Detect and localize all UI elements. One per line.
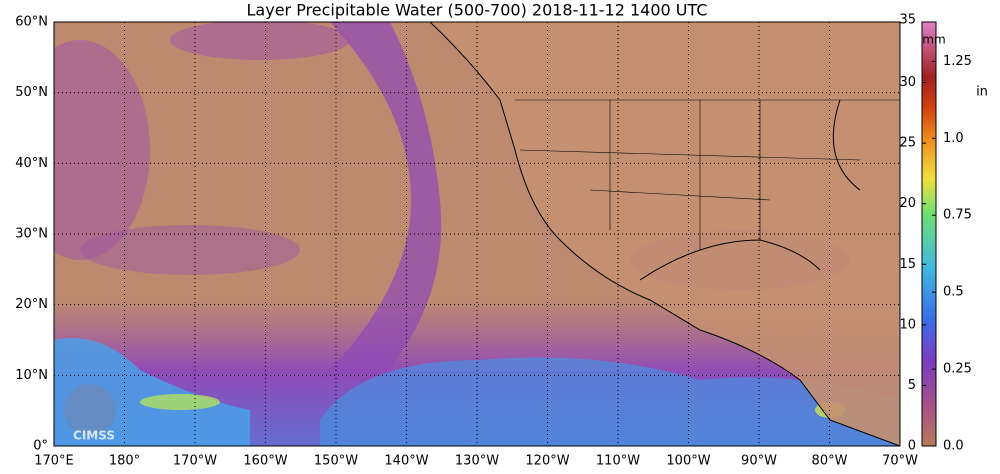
lat-label: 40°N bbox=[15, 156, 48, 171]
lon-label: 170°W bbox=[173, 454, 217, 469]
lat-label: 30°N bbox=[15, 227, 48, 242]
mm-tick-label: 20 bbox=[899, 196, 916, 211]
logo-globe bbox=[64, 384, 116, 436]
map-title: Layer Precipitable Water (500-700) 2018-… bbox=[247, 1, 708, 20]
lat-label: 60°N bbox=[15, 15, 48, 30]
lon-label: 130°W bbox=[455, 454, 499, 469]
lat-label: 50°N bbox=[15, 85, 48, 100]
colorbar bbox=[921, 21, 937, 447]
mm-tick-label: 15 bbox=[899, 257, 916, 272]
colorbar-unit-in: in bbox=[976, 85, 988, 100]
in-tick-label: 1.25 bbox=[943, 54, 972, 69]
lon-label: 100°W bbox=[666, 454, 710, 469]
lat-label: 0° bbox=[33, 439, 48, 454]
mm-tick-label: 25 bbox=[899, 136, 916, 151]
lon-label: 150°W bbox=[314, 454, 358, 469]
in-tick-label: 0.25 bbox=[943, 362, 972, 377]
lon-label: 170°E bbox=[34, 454, 74, 469]
in-tick-label: 0.5 bbox=[943, 285, 964, 300]
map-image bbox=[54, 22, 900, 446]
in-tick-label: 1.0 bbox=[943, 131, 964, 146]
mm-tick-label: 5 bbox=[908, 378, 916, 393]
in-tick-label: 0.75 bbox=[943, 208, 972, 223]
in-tick-label: 0.0 bbox=[943, 439, 964, 454]
mm-tick-label: 0 bbox=[908, 439, 916, 454]
lon-label: 110°W bbox=[596, 454, 640, 469]
logo: CIMSS bbox=[64, 384, 116, 443]
map-frame bbox=[53, 21, 901, 447]
mm-tick-label: 30 bbox=[899, 75, 916, 90]
lon-label: 90°W bbox=[741, 454, 777, 469]
logo-text: CIMSS bbox=[73, 429, 115, 443]
lon-label: 180° bbox=[109, 454, 140, 469]
mm-tick-label: 10 bbox=[899, 317, 916, 332]
lat-label: 20°N bbox=[15, 297, 48, 312]
lon-label: 160°W bbox=[243, 454, 287, 469]
lat-label: 10°N bbox=[15, 368, 48, 383]
lon-label: 140°W bbox=[384, 454, 428, 469]
mm-tick-label: 35 bbox=[899, 13, 916, 28]
lon-label: 70°W bbox=[882, 454, 918, 469]
lon-label: 80°W bbox=[812, 454, 848, 469]
lon-label: 120°W bbox=[525, 454, 569, 469]
colorbar-unit-mm: mm bbox=[922, 33, 945, 47]
graticule bbox=[54, 22, 900, 446]
